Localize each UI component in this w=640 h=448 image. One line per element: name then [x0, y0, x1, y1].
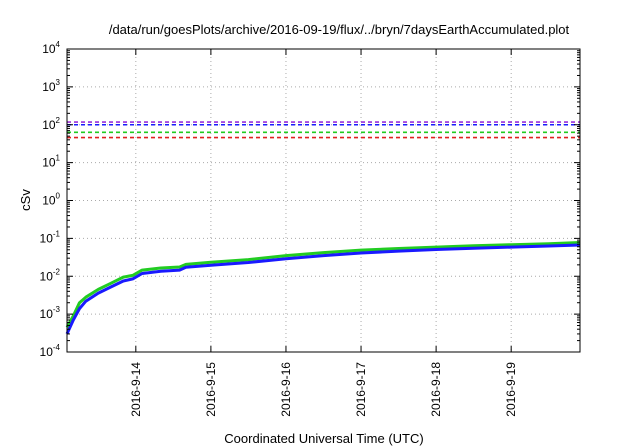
y-tick-label: 10-1	[40, 229, 61, 245]
x-tick-label: 2016-9-18	[429, 362, 443, 417]
y-tick-label: 101	[42, 154, 60, 170]
y-axis: 10-4 10-3 10-2 10-1 100 101 102 103 104	[40, 40, 580, 359]
series-group	[65, 241, 581, 335]
x-tick-label: 2016-9-15	[204, 362, 218, 417]
y-tick-label: 100	[42, 192, 60, 208]
x-tick-label: 2016-9-16	[279, 362, 293, 417]
grid	[67, 49, 580, 352]
x-tick-label: 2016-9-14	[129, 362, 143, 417]
series-line	[65, 241, 581, 329]
y-tick-label: 102	[42, 116, 60, 132]
y-tick-label: 104	[42, 40, 60, 56]
y-tick-label: 10-3	[40, 305, 61, 321]
x-tick-label: 2016-9-17	[354, 362, 368, 417]
series-line	[65, 243, 581, 335]
x-axis-label: Coordinated Universal Time (UTC)	[224, 431, 423, 446]
y-axis-label: cSv	[18, 189, 33, 211]
y-tick-label: 103	[42, 78, 60, 94]
x-axis: 2016-9-14 2016-9-15 2016-9-16 2016-9-17 2016…	[129, 49, 518, 417]
y-tick-label: 10-4	[40, 343, 61, 359]
x-tick-label: 2016-9-19	[504, 362, 518, 417]
chart-title: /data/run/goesPlots/archive/2016-09-19/f…	[109, 22, 570, 37]
reference-lines	[67, 121, 580, 139]
y-tick-label: 10-2	[40, 267, 61, 283]
